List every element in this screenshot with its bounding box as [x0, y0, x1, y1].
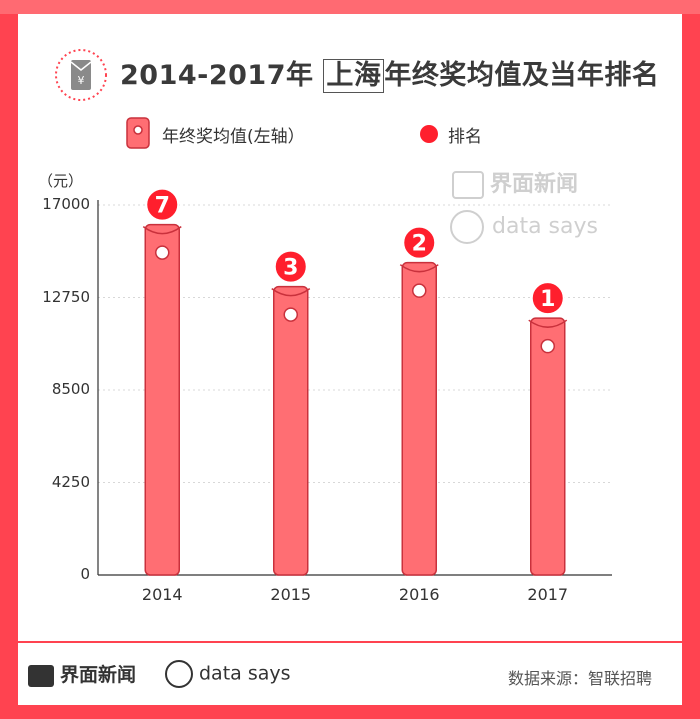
- rank-label: 2: [412, 232, 427, 257]
- rank-label: 1: [540, 287, 555, 312]
- legend-bar-label: 年终奖均值(左轴）: [162, 127, 305, 147]
- bar: [273, 285, 309, 576]
- y-tick-label: 12750: [42, 287, 90, 306]
- footer-logo-icon: [28, 664, 54, 687]
- bar-hole: [155, 245, 170, 260]
- bar: [530, 317, 566, 576]
- x-tick-label: 2016: [398, 585, 440, 604]
- watermark-tagline: data says: [450, 210, 598, 244]
- rank-label: 3: [283, 256, 298, 281]
- title-boxed-city: 上海: [323, 59, 385, 93]
- x-tick-label: 2015: [270, 585, 312, 604]
- title-prefix: 2014-2017年: [120, 60, 324, 91]
- footer-wave-icon: [165, 660, 193, 688]
- bar-cap: [142, 225, 182, 235]
- y-tick-label: 8500: [51, 380, 90, 398]
- frame-top: [0, 0, 700, 14]
- data-source: 数据来源：智联招聘: [507, 669, 652, 688]
- rank-marker: [530, 281, 565, 316]
- watermark-brand: 界面新闻: [452, 166, 578, 199]
- legend-bar-swatch-icon: [126, 117, 150, 149]
- y-axis-unit: （元）: [38, 172, 84, 190]
- watermark-wave-icon: [450, 210, 484, 244]
- footer-tagline-text: data says: [199, 662, 291, 685]
- bar-hole: [412, 283, 427, 298]
- legend-rank-label: 排名: [448, 127, 482, 147]
- rank-marker: [402, 225, 437, 260]
- footer-brand-text: 界面新闻: [60, 664, 137, 686]
- footer-brand: 界面新闻: [28, 660, 136, 690]
- bar-hole: [283, 307, 298, 322]
- y-tick-label: 17000: [42, 195, 90, 213]
- bar: [401, 261, 437, 576]
- bar-cap: [271, 288, 311, 297]
- x-tick-label: 2017: [527, 585, 569, 604]
- chart-title: 2014-2017年 上海 年终奖均值及当年排名: [120, 53, 659, 93]
- watermark-brand-text: 界面新闻: [490, 172, 579, 197]
- title-suffix: 年终奖均值及当年排名: [384, 60, 660, 91]
- rank-marker: [273, 249, 308, 284]
- svg-text:¥: ¥: [78, 74, 85, 87]
- y-tick-label: 0: [80, 565, 90, 583]
- bar-cap: [528, 319, 568, 328]
- bar: [144, 223, 180, 576]
- watermark-logo-icon: [452, 171, 484, 199]
- x-tick-label: 2014: [141, 585, 183, 604]
- watermark-tagline-text: data says: [492, 214, 598, 239]
- rank-label: 7: [155, 194, 170, 219]
- legend-rank-dot-icon: [420, 125, 438, 143]
- bar-cap: [399, 264, 439, 273]
- bar-hole: [540, 338, 555, 354]
- footer-divider: [18, 641, 682, 643]
- y-tick-label: 4250: [51, 472, 90, 491]
- footer-tagline: data says: [165, 660, 291, 688]
- rank-marker: [145, 187, 180, 222]
- red-envelope-yen-icon: ¥: [55, 49, 107, 101]
